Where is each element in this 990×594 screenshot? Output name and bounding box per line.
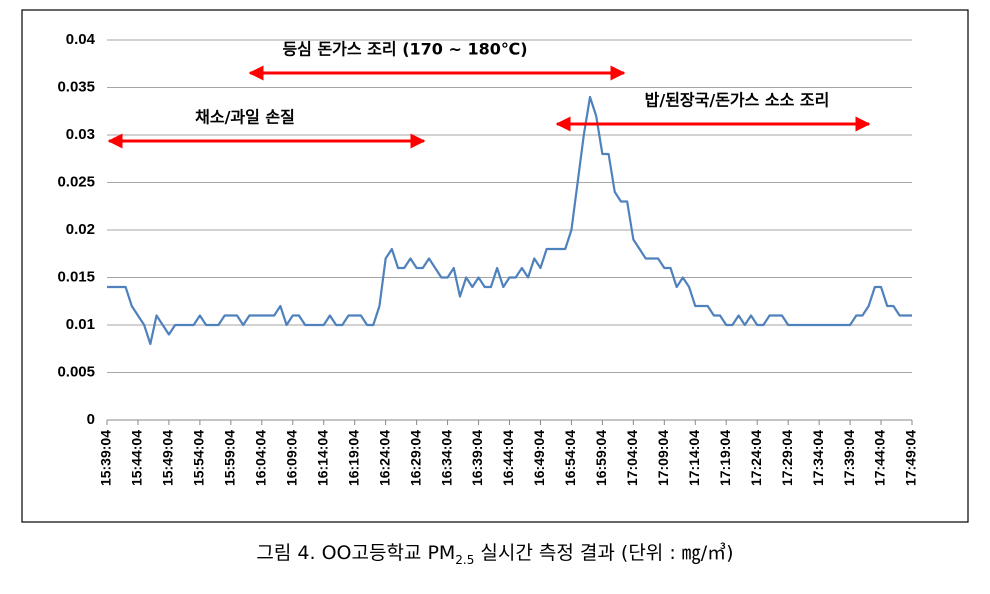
x-tick-label: 15:54:04 bbox=[191, 430, 207, 486]
x-tick-label: 17:49:04 bbox=[903, 430, 919, 486]
x-tick-label: 17:09:04 bbox=[655, 430, 671, 486]
y-tick-label: 0.02 bbox=[66, 221, 95, 238]
caption-text: 실시간 측정 결과 (단위 : ㎎/㎥) bbox=[474, 542, 734, 564]
annotation: 등심 돈가스 조리 (170 ~ 180℃) bbox=[282, 40, 527, 59]
x-tick-label: 16:19:04 bbox=[345, 430, 361, 486]
x-tick-label: 16:04:04 bbox=[253, 430, 269, 486]
x-tick-label: 17:19:04 bbox=[717, 430, 733, 486]
y-tick-label: 0.035 bbox=[57, 78, 95, 95]
y-tick-label: 0.025 bbox=[57, 173, 95, 190]
x-tick-label: 16:39:04 bbox=[469, 430, 485, 486]
chart: 0 0.005 0.01 0.015 0.02 0.025 0.03 0.035 0.04 15:… bbox=[21, 9, 969, 523]
x-tick-label: 16:24:04 bbox=[376, 430, 392, 486]
y-tick-label: 0.04 bbox=[66, 31, 96, 48]
chart-frame bbox=[21, 9, 969, 523]
x-tick-label: 17:04:04 bbox=[624, 430, 640, 486]
x-tick-label: 16:44:04 bbox=[500, 430, 516, 486]
annotation: 채소/과일 손질 bbox=[195, 108, 295, 127]
data-line bbox=[107, 95, 912, 346]
x-tick-label: 16:59:04 bbox=[593, 430, 609, 486]
x-tick-label: 17:44:04 bbox=[872, 430, 888, 486]
x-tick-label: 16:09:04 bbox=[283, 430, 299, 486]
annotation: 밥/된장국/돈가스 소소 조리 bbox=[645, 91, 830, 110]
x-tick-label: 16:34:04 bbox=[438, 430, 454, 486]
y-tick-label: 0 bbox=[87, 411, 95, 428]
y-tick-label: 0.01 bbox=[66, 316, 95, 333]
x-tick-label: 17:39:04 bbox=[841, 430, 857, 486]
x-tick-label: 16:49:04 bbox=[531, 430, 547, 486]
x-tick-label: 15:39:04 bbox=[98, 430, 114, 486]
x-tick-label: 17:29:04 bbox=[779, 430, 795, 486]
x-tick-label: 17:34:04 bbox=[810, 430, 826, 486]
caption-subscript: 2.5 bbox=[455, 552, 475, 567]
y-tick-label: 0.015 bbox=[57, 268, 95, 285]
x-tick-label: 16:54:04 bbox=[562, 430, 578, 486]
y-tick-label: 0.005 bbox=[57, 363, 95, 380]
x-tick-label: 15:59:04 bbox=[222, 430, 238, 486]
caption: 그림 4. OO고등학교 PM2.5 실시간 측정 결과 (단위 : ㎎/㎥) bbox=[0, 538, 990, 567]
x-tick-label: 17:14:04 bbox=[686, 430, 702, 486]
x-tick-label: 15:44:04 bbox=[129, 430, 145, 486]
y-tick-label: 0.03 bbox=[66, 126, 95, 143]
x-tick-label: 15:49:04 bbox=[160, 430, 176, 486]
x-tick-label: 16:14:04 bbox=[314, 430, 330, 486]
caption-text: 그림 4. OO고등학교 PM bbox=[256, 542, 456, 564]
x-tick-label: 16:29:04 bbox=[407, 430, 423, 486]
x-tick-label: 17:24:04 bbox=[748, 430, 764, 486]
